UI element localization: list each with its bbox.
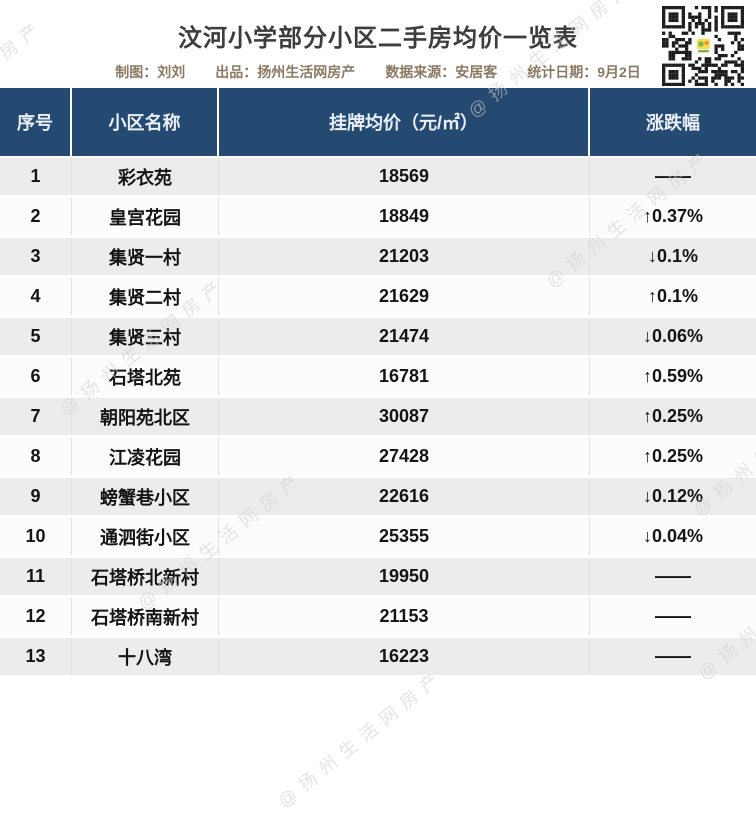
change-cell: ——	[655, 566, 691, 586]
row-index-cell: 3	[0, 238, 72, 275]
table-row: 6 石塔北苑 16781 ↑0.59%	[0, 358, 756, 398]
change-cell: ——	[655, 646, 691, 666]
price-cell: 21203	[219, 238, 590, 275]
price-cell: 16223	[219, 638, 590, 675]
change-cell: ↑0.37%	[642, 206, 704, 226]
table-row: 5 集贤三村 21474 ↓0.06%	[0, 318, 756, 358]
table-row: 8 江凌花园 27428 ↑0.25%	[0, 438, 756, 478]
row-index-cell: 2	[0, 198, 72, 235]
page-title: 汶河小学部分小区二手房均价一览表	[178, 25, 578, 52]
change-cell: ↓0.04%	[642, 526, 704, 546]
change-cell: ↑0.25%	[642, 446, 704, 466]
row-index-cell: 7	[0, 398, 72, 435]
row-index-cell: 4	[0, 278, 72, 315]
change-cell: ↓0.06%	[642, 326, 704, 346]
row-index-cell: 10	[0, 518, 72, 555]
community-name-cell: 集贤二村	[72, 278, 219, 315]
price-cell: 16781	[219, 358, 590, 395]
table-row: 10 通泗街小区 25355 ↓0.04%	[0, 518, 756, 558]
price-cell: 30087	[219, 398, 590, 435]
change-cell: ↓0.12%	[642, 486, 704, 506]
row-index-cell: 1	[0, 158, 72, 195]
watermark-text: @扬州生活网房产	[274, 664, 449, 812]
table-header-row: 序号 小区名称 挂牌均价（元/㎡） 涨跌幅	[0, 88, 756, 158]
community-name-cell: 十八湾	[72, 638, 219, 675]
community-name-cell: 螃蟹巷小区	[72, 478, 219, 515]
change-cell: ——	[655, 606, 691, 626]
price-cell: 27428	[219, 438, 590, 475]
community-name-cell: 石塔桥南新村	[72, 598, 219, 635]
row-index-cell: 8	[0, 438, 72, 475]
community-name-cell: 石塔桥北新村	[72, 558, 219, 595]
community-name-cell: 朝阳苑北区	[72, 398, 219, 435]
table-row: 3 集贤一村 21203 ↓0.1%	[0, 238, 756, 278]
qr-code	[662, 6, 745, 87]
price-cell: 22616	[219, 478, 590, 515]
col-header-price: 挂牌均价（元/㎡）	[219, 88, 590, 156]
change-cell: ↑0.59%	[642, 366, 704, 386]
meta-data-source: 数据来源：安居客	[385, 64, 498, 80]
col-header-community: 小区名称	[72, 88, 219, 156]
change-cell: ↑0.1%	[647, 286, 699, 306]
row-index-cell: 11	[0, 558, 72, 595]
table-row: 11 石塔桥北新村 19950 ——	[0, 558, 756, 598]
community-name-cell: 彩衣苑	[72, 158, 219, 195]
table-row: 2 皇宫花园 18849 ↑0.37%	[0, 198, 756, 238]
price-cell: 21474	[219, 318, 590, 355]
meta-published-by: 出品：扬州生活网房产	[215, 64, 356, 80]
row-index-cell: 12	[0, 598, 72, 635]
price-cell: 18569	[219, 158, 590, 195]
infographic-header: 汶河小学部分小区二手房均价一览表 制图：刘刘 出品：扬州生活网房产 数据来源：安…	[0, 0, 756, 88]
price-cell: 18849	[219, 198, 590, 235]
change-cell: ↓0.1%	[647, 246, 699, 266]
community-name-cell: 江凌花园	[72, 438, 219, 475]
meta-line: 制图：刘刘 出品：扬州生活网房产 数据来源：安居客 统计日期：9月2日	[0, 62, 756, 82]
community-name-cell: 皇宫花园	[72, 198, 219, 235]
community-name-cell: 通泗街小区	[72, 518, 219, 555]
table-row: 1 彩衣苑 18569 ——	[0, 158, 756, 198]
row-index-cell: 5	[0, 318, 72, 355]
price-cell: 19950	[219, 558, 590, 595]
row-index-cell: 6	[0, 358, 72, 395]
meta-stat-date: 统计日期：9月2日	[527, 64, 641, 80]
table-row: 7 朝阳苑北区 30087 ↑0.25%	[0, 398, 756, 438]
change-cell: ——	[655, 166, 691, 186]
table-row: 4 集贤二村 21629 ↑0.1%	[0, 278, 756, 318]
change-cell: ↑0.25%	[642, 406, 704, 426]
row-index-cell: 13	[0, 638, 72, 675]
price-cell: 25355	[219, 518, 590, 555]
meta-made-by: 制图：刘刘	[115, 64, 186, 80]
price-table: 序号 小区名称 挂牌均价（元/㎡） 涨跌幅 1 彩衣苑 18569 —— 2 皇…	[0, 88, 756, 678]
table-row: 9 螃蟹巷小区 22616 ↓0.12%	[0, 478, 756, 518]
price-cell: 21153	[219, 598, 590, 635]
community-name-cell: 石塔北苑	[72, 358, 219, 395]
row-index-cell: 9	[0, 478, 72, 515]
table-row: 12 石塔桥南新村 21153 ——	[0, 598, 756, 638]
col-header-change: 涨跌幅	[646, 113, 700, 133]
col-header-index: 序号	[0, 88, 72, 156]
table-body: 1 彩衣苑 18569 —— 2 皇宫花园 18849 ↑0.37% 3 集贤一…	[0, 158, 756, 678]
community-name-cell: 集贤三村	[72, 318, 219, 355]
price-cell: 21629	[219, 278, 590, 315]
table-row: 13 十八湾 16223 ——	[0, 638, 756, 678]
community-name-cell: 集贤一村	[72, 238, 219, 275]
qr-code-icon	[662, 6, 745, 87]
